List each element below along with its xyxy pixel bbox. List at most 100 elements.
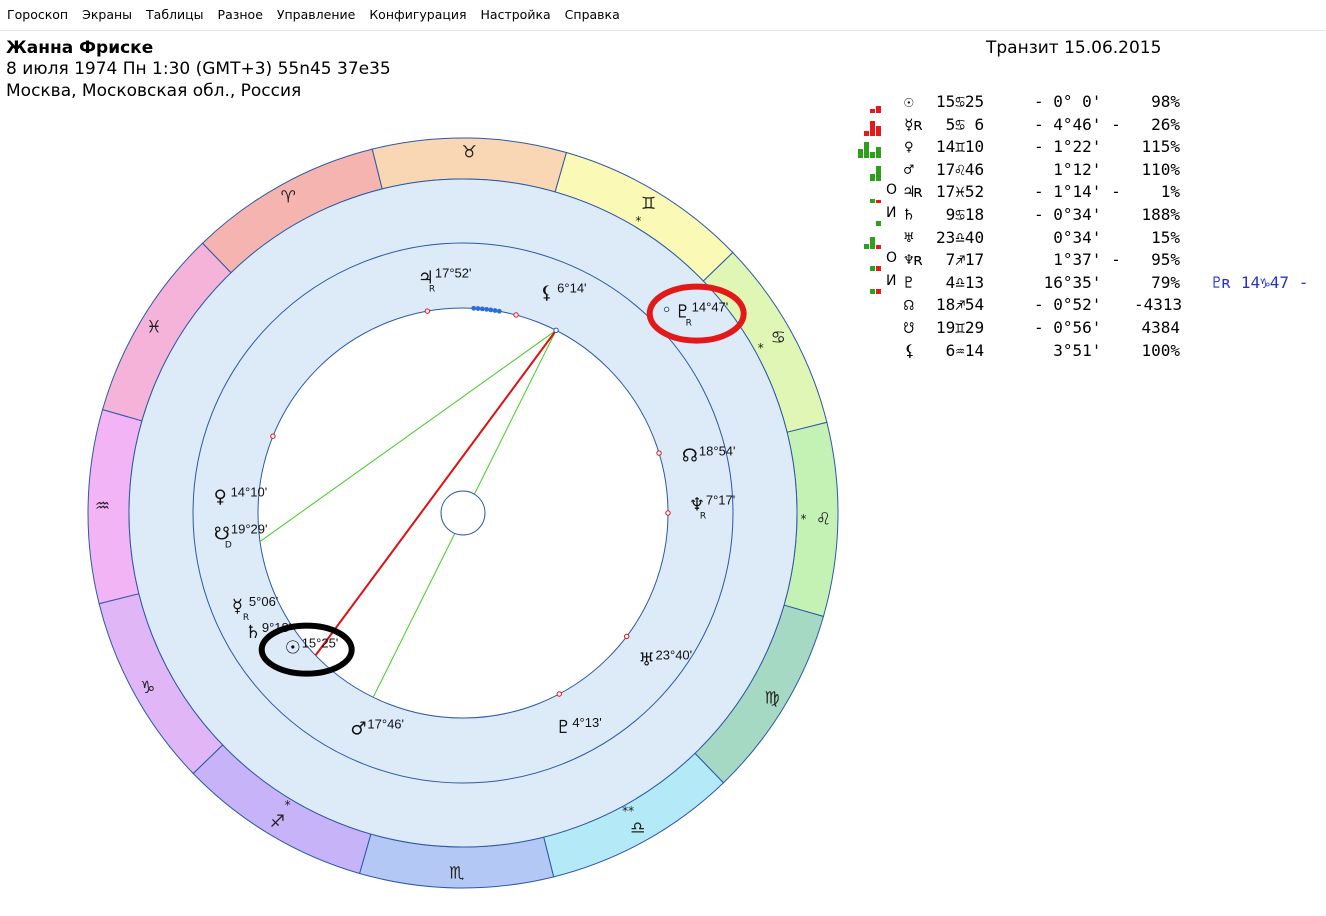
planet-glyph: ♆ʀ [904,250,924,270]
planet-degree: 17°46' [367,717,404,732]
transit-dot [484,306,489,312]
planet-position: 17♌46 [936,159,985,179]
strength-bar [876,166,881,181]
zodiac-glyph: ♊ [641,194,656,214]
planet-degree: 23°40' [656,648,693,663]
planet-marker: ♇ 4°13' [555,715,601,738]
planet-position: 15♋25 [936,92,985,111]
planet-marker: ⚸ 6°14' [540,280,586,303]
table-row: И ♇ 4♎13 16°35' 79% ♇ʀ 14♑47 - [846,273,1326,295]
percent-value: 95% [1151,250,1180,270]
percent-value: 1% [1160,182,1180,202]
strength-bar [876,289,881,294]
menu-configuration[interactable]: Конфигурация [369,7,467,22]
planet-glyph: ♂ [904,159,914,179]
menu-misc[interactable]: Разное [217,7,263,22]
strength-bar [876,200,881,204]
table-row: ☉ 15♋25 - 0° 0' 98% [846,92,1326,114]
sign-star: * [758,341,764,355]
degree-marker [270,433,276,439]
highlight-red-ellipse [646,283,747,344]
row-mark: О [886,182,898,199]
planet-degree: 14°10' [231,484,268,499]
strength-bars [846,97,881,113]
menu-screens[interactable]: Экраны [82,7,133,22]
table-row: ♀ 14♊10 - 1°22' 115% [846,137,1326,159]
planet-glyph-icon: ♀ [214,486,227,507]
strength-bar [870,109,875,113]
planet-degree: 15°25' [302,636,339,651]
planet-marker: ♆R7°17' [689,493,735,522]
birth-place: Москва, Московская обл., Россия [6,81,302,101]
percent-value: 115% [1141,137,1180,157]
planet-glyph-icon: ♅ [639,650,655,671]
degree-marker [556,691,562,697]
strength-bar [870,198,875,204]
birth-data: 8 июля 1974 Пн 1:30 (GMT+3) 55n45 37e35 [6,59,391,79]
planet-position: 9♋18 [936,205,985,224]
planet-glyph-icon: ♇ [675,302,691,323]
person-name: Жанна Фриске [6,38,154,58]
aspect-value: 1°37' - [1034,250,1121,270]
aspect-value: - 1°14' - [1034,182,1121,202]
planet-glyph: ♇ [904,272,914,292]
aspect-line [314,329,557,656]
degree-marker [665,510,671,516]
planet-degree: 17°52' [435,265,472,280]
strength-bars [846,278,881,294]
strength-bars [846,233,881,249]
zodiac-glyph: ♈ [281,188,296,208]
zodiac-glyph: ♉ [462,143,477,163]
sign-star: * [800,512,806,526]
percent-value: 98% [1151,92,1180,111]
planet-position: 17♓52 [936,182,985,202]
menu-control[interactable]: Управление [276,7,356,22]
planet-position: 5♋ 6 [936,114,985,134]
table-row: ♅ 23♎40 0°34' 15% [846,228,1326,250]
strength-bars [846,187,881,204]
sign-star: * [285,798,291,812]
planet-position: 23♎40 [936,227,985,247]
strength-bars [846,255,881,272]
menu-tables[interactable]: Таблицы [146,7,204,22]
percent-value: 188% [1141,205,1180,224]
center-circle [440,490,486,536]
degree-marker [513,312,519,318]
percent-value: 15% [1151,227,1180,247]
transit-dot [488,307,494,313]
planet-degree: 6°14' [557,280,586,295]
strength-bars [846,165,881,181]
aspect-line [259,329,557,542]
planet-status: R [243,613,249,623]
strength-bar [864,130,869,136]
strength-bar [870,289,875,294]
planet-glyph-icon: ♂ [350,719,366,740]
transit-dot [475,306,481,311]
strength-bar [870,237,875,249]
planet-marker: ☉ 15°25' [285,636,339,659]
planet-degree: 4°13' [572,715,601,730]
planet-glyph: ♄ [904,205,914,224]
planet-marker: ☋D 19°29' [214,522,268,551]
transit-dot [471,305,477,311]
strength-bar [870,173,875,181]
planet-position: 4♎13 [936,272,985,292]
strength-bars [846,210,881,226]
strength-bar [876,245,881,249]
planet-position: 6♒14 [936,340,985,360]
planet-status: R [429,284,435,294]
table-row: О ♆ʀ 7♐17 1°37' - 95% [846,250,1326,272]
table-row: ⚸ 6♒14 3°51' 100% [846,341,1326,363]
transit-dot [479,306,485,312]
aspect-value: 1°12' [1034,159,1102,179]
percent-value: 26% [1151,114,1180,134]
menu-help[interactable]: Справка [564,7,620,22]
percent-value: 110% [1141,159,1180,179]
planet-degree: 14°47' [692,300,729,315]
menu-horoscope[interactable]: Гороскоп [7,7,69,22]
zodiac-glyph: ♌ [816,509,831,529]
planet-glyph: ♀ [904,137,914,157]
strength-bar [864,243,869,249]
menu-settings[interactable]: Настройка [480,7,551,22]
